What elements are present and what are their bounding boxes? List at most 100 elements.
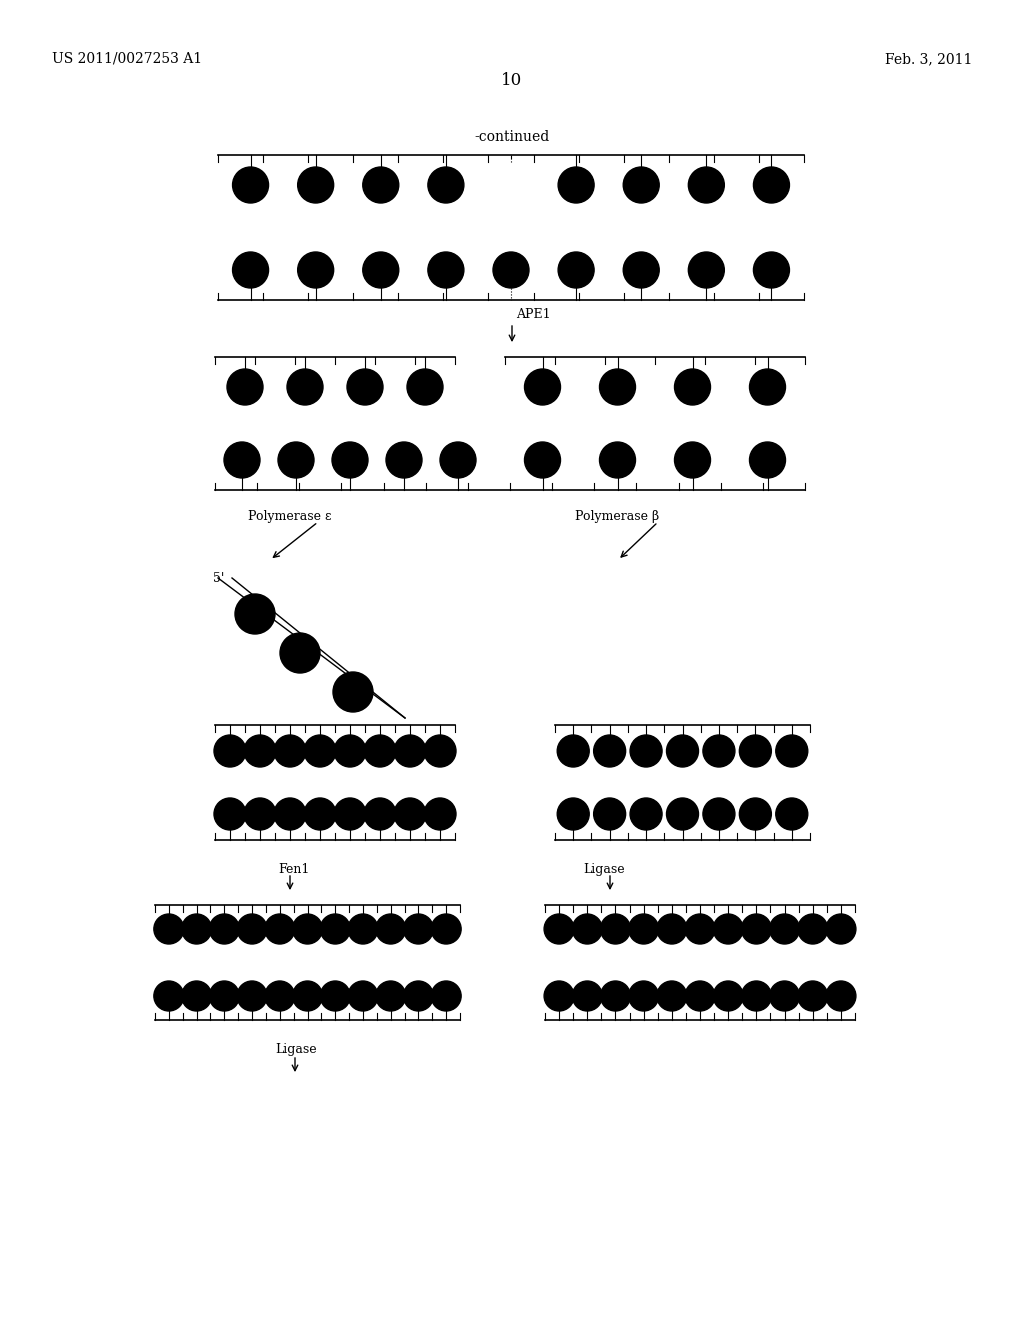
Circle shape	[224, 442, 260, 478]
Circle shape	[274, 735, 306, 767]
Circle shape	[364, 799, 396, 830]
Circle shape	[376, 981, 406, 1011]
Circle shape	[274, 799, 306, 830]
Text: 10: 10	[502, 73, 522, 88]
Circle shape	[667, 799, 698, 830]
Circle shape	[234, 594, 275, 634]
Circle shape	[688, 168, 724, 203]
Circle shape	[386, 442, 422, 478]
Circle shape	[362, 252, 398, 288]
Circle shape	[544, 981, 574, 1011]
Circle shape	[624, 252, 659, 288]
Circle shape	[667, 735, 698, 767]
Circle shape	[524, 370, 560, 405]
Circle shape	[572, 981, 602, 1011]
Text: APE1: APE1	[516, 308, 551, 321]
Circle shape	[558, 252, 594, 288]
Text: Polymerase ε: Polymerase ε	[248, 510, 332, 523]
Circle shape	[347, 370, 383, 405]
Circle shape	[524, 442, 560, 478]
Circle shape	[702, 735, 735, 767]
Circle shape	[304, 799, 336, 830]
Circle shape	[557, 799, 589, 830]
Circle shape	[754, 252, 790, 288]
Text: Polymerase β: Polymerase β	[575, 510, 659, 523]
Circle shape	[776, 799, 808, 830]
Circle shape	[321, 981, 350, 1011]
Circle shape	[770, 981, 800, 1011]
Circle shape	[304, 735, 336, 767]
Circle shape	[428, 252, 464, 288]
Circle shape	[557, 735, 589, 767]
Circle shape	[600, 981, 631, 1011]
Circle shape	[440, 442, 476, 478]
Circle shape	[214, 735, 246, 767]
Circle shape	[209, 981, 240, 1011]
Circle shape	[334, 799, 366, 830]
Circle shape	[293, 913, 323, 944]
Circle shape	[493, 252, 529, 288]
Circle shape	[265, 981, 295, 1011]
Circle shape	[293, 981, 323, 1011]
Circle shape	[656, 913, 687, 944]
Circle shape	[424, 799, 456, 830]
Circle shape	[741, 981, 771, 1011]
Circle shape	[209, 913, 240, 944]
Circle shape	[298, 168, 334, 203]
Circle shape	[244, 735, 276, 767]
Circle shape	[287, 370, 323, 405]
Circle shape	[629, 913, 658, 944]
Circle shape	[332, 442, 368, 478]
Circle shape	[798, 981, 827, 1011]
Circle shape	[348, 981, 378, 1011]
Circle shape	[675, 442, 711, 478]
Circle shape	[394, 799, 426, 830]
Circle shape	[364, 735, 396, 767]
Circle shape	[713, 981, 743, 1011]
Circle shape	[558, 168, 594, 203]
Circle shape	[403, 981, 433, 1011]
Circle shape	[348, 913, 378, 944]
Circle shape	[826, 981, 856, 1011]
Circle shape	[776, 735, 808, 767]
Circle shape	[424, 735, 456, 767]
Circle shape	[237, 981, 267, 1011]
Circle shape	[278, 442, 314, 478]
Circle shape	[403, 913, 433, 944]
Circle shape	[407, 370, 443, 405]
Circle shape	[599, 370, 636, 405]
Circle shape	[280, 634, 319, 673]
Circle shape	[675, 370, 711, 405]
Circle shape	[624, 168, 659, 203]
Circle shape	[362, 168, 398, 203]
Text: -continued: -continued	[474, 129, 550, 144]
Circle shape	[298, 252, 334, 288]
Circle shape	[770, 913, 800, 944]
Circle shape	[181, 913, 212, 944]
Circle shape	[376, 913, 406, 944]
Text: Fen1: Fen1	[278, 863, 309, 876]
Circle shape	[750, 442, 785, 478]
Circle shape	[630, 799, 663, 830]
Circle shape	[599, 442, 636, 478]
Circle shape	[594, 735, 626, 767]
Circle shape	[594, 799, 626, 830]
Circle shape	[544, 913, 574, 944]
Circle shape	[227, 370, 263, 405]
Circle shape	[431, 981, 461, 1011]
Circle shape	[826, 913, 856, 944]
Circle shape	[798, 913, 827, 944]
Circle shape	[244, 799, 276, 830]
Text: Ligase: Ligase	[583, 863, 625, 876]
Circle shape	[656, 981, 687, 1011]
Circle shape	[333, 672, 373, 711]
Circle shape	[750, 370, 785, 405]
Circle shape	[431, 913, 461, 944]
Circle shape	[688, 252, 724, 288]
Circle shape	[214, 799, 246, 830]
Circle shape	[181, 981, 212, 1011]
Circle shape	[428, 168, 464, 203]
Circle shape	[334, 735, 366, 767]
Text: US 2011/0027253 A1: US 2011/0027253 A1	[52, 51, 202, 66]
Circle shape	[713, 913, 743, 944]
